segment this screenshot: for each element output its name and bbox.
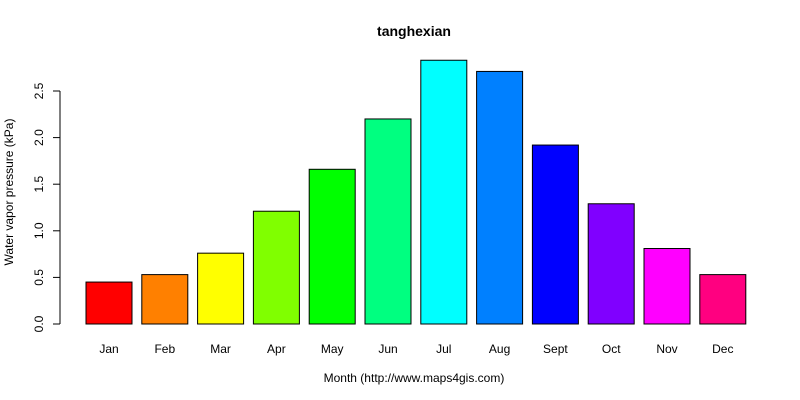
x-tick-label: May (321, 342, 344, 356)
x-tick-label: Jul (436, 342, 451, 356)
y-tick-label: 2.5 (32, 82, 46, 99)
bar-nov (643, 248, 691, 325)
bar-mar (197, 252, 245, 325)
bar-jan (85, 281, 133, 325)
x-tick-label: Nov (656, 342, 677, 356)
bar-may (308, 168, 356, 325)
chart-title: tanghexian (377, 23, 451, 39)
x-tick-label: Jan (99, 342, 118, 356)
bars (85, 59, 747, 325)
y-tick-label: 1.0 (32, 222, 46, 239)
x-tick-label: Apr (267, 342, 286, 356)
x-axis-label: Month (http://www.maps4gis.com) (324, 371, 505, 385)
bar-sept (531, 144, 579, 325)
x-tick-label: Mar (210, 342, 231, 356)
y-tick-label: 2.0 (32, 129, 46, 146)
x-tick-labels: Jan Feb Mar Apr May Jun Jul Aug Sept Oct Nov Dec (99, 342, 733, 356)
x-tick-label: Feb (154, 342, 175, 356)
y-tick-label: 1.5 (32, 176, 46, 193)
bar-jul (420, 59, 468, 325)
bar-apr (252, 210, 300, 325)
x-tick-label: Jun (378, 342, 397, 356)
y-tick-label: 0.0 (32, 315, 46, 332)
bar-feb (141, 274, 189, 325)
x-tick-label: Sept (543, 342, 568, 356)
bar-jun (364, 118, 412, 325)
y-axis-label: Water vapor pressure (kPa) (2, 119, 16, 266)
bar-oct (587, 203, 635, 325)
y-tick-label: 0.5 (32, 269, 46, 286)
bar-dec (699, 274, 747, 325)
x-tick-label: Dec (712, 342, 733, 356)
y-axis: 0.0 0.5 1.0 1.5 2.0 2.5 (32, 82, 61, 332)
x-tick-label: Oct (602, 342, 621, 356)
x-tick-label: Aug (489, 342, 510, 356)
bar-aug (476, 70, 524, 325)
